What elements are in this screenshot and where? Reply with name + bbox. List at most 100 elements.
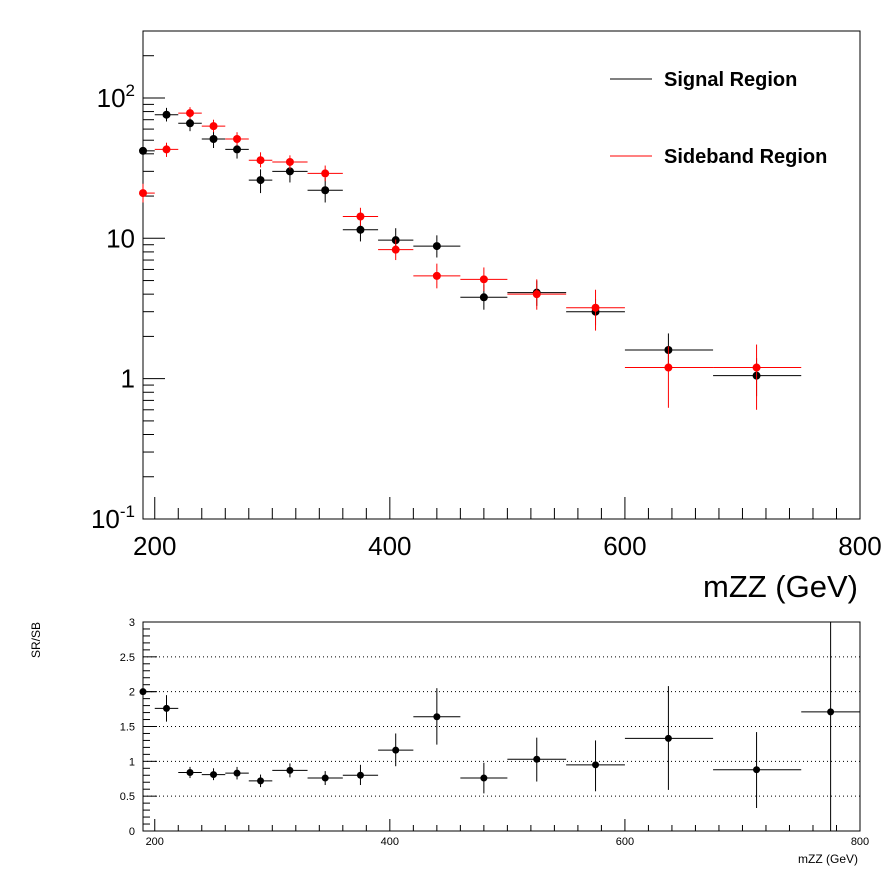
data-point <box>248 774 273 788</box>
ratio-plot-frame <box>142 621 861 832</box>
marker <box>285 157 294 166</box>
marker <box>356 771 364 779</box>
x-tick-label: 600 <box>616 836 634 848</box>
marker <box>162 110 171 119</box>
y-tick-label-base: 10 <box>91 504 120 534</box>
x-tick-label: 400 <box>381 836 399 848</box>
marker <box>752 363 761 372</box>
data-point <box>460 267 508 292</box>
marker <box>256 156 265 165</box>
marker <box>233 135 242 144</box>
marker <box>432 271 441 280</box>
data-point <box>624 333 714 368</box>
legend: Signal Region Sideband Region <box>610 69 827 168</box>
marker <box>356 212 365 221</box>
data-point <box>139 183 155 203</box>
y-tick-label: 1 <box>129 756 135 768</box>
x-tick-label: 800 <box>838 531 881 561</box>
x-tick-label: 800 <box>851 836 869 848</box>
y-tick-label: 2.5 <box>120 652 135 664</box>
data-point <box>154 695 179 722</box>
marker <box>285 167 294 176</box>
data-point <box>178 107 202 119</box>
marker <box>139 146 147 155</box>
legend-sideband-label: Sideband Region <box>664 146 827 168</box>
data-point <box>378 733 414 767</box>
marker <box>321 169 330 178</box>
data-point <box>154 142 179 157</box>
y-tick-label-exponent: -1 <box>120 502 135 521</box>
marker <box>592 761 600 769</box>
data-point <box>225 766 249 780</box>
marker <box>432 242 441 251</box>
data-point <box>139 674 155 708</box>
legend-entry-signal: Signal Region <box>610 69 797 91</box>
marker <box>257 777 265 785</box>
ratio-y-axis: 0 0.5 1 1.5 2 2.5 3 <box>120 617 157 838</box>
marker <box>139 688 147 696</box>
data-point <box>624 346 714 408</box>
marker <box>433 713 441 721</box>
data-point <box>272 763 308 778</box>
y-tick-label: 10-1 <box>91 502 135 534</box>
marker <box>479 275 488 284</box>
ratio-plot-panel: 0 0.5 1 1.5 2 2.5 3 200 400 600 800 mZZ (GeV) SR/… <box>29 617 869 866</box>
data-point <box>201 768 226 781</box>
data-point <box>713 732 802 809</box>
marker <box>321 774 329 782</box>
ratio-grid <box>143 656 860 797</box>
y-tick-label-base: 10 <box>97 83 126 113</box>
ratio-y-axis-label: SR/SB <box>29 622 43 658</box>
data-point <box>201 131 226 149</box>
data-point <box>566 740 625 792</box>
y-tick-label: 1 <box>121 364 135 394</box>
data-point <box>342 207 379 226</box>
data-point <box>154 107 179 122</box>
data-point <box>307 771 343 786</box>
marker <box>139 189 147 198</box>
main-plot-series <box>139 107 802 410</box>
marker <box>591 303 600 312</box>
series-ratio <box>139 622 860 831</box>
y-tick-label: 102 <box>97 81 135 113</box>
marker <box>286 766 294 774</box>
main-x-axis-label: mZZ (GeV) <box>703 569 858 604</box>
y-tick-label: 0.5 <box>120 791 135 803</box>
data-point <box>342 764 379 786</box>
data-point <box>624 686 714 790</box>
data-point <box>507 279 567 310</box>
marker <box>391 245 400 254</box>
y-tick-label: 3 <box>129 617 135 629</box>
marker <box>163 704 171 712</box>
x-tick-label: 200 <box>133 531 176 561</box>
y-tick-label-base: 10 <box>106 223 135 253</box>
ratio-x-axis: 200 400 600 800 <box>146 819 869 848</box>
marker <box>209 122 218 131</box>
data-point <box>378 239 414 261</box>
marker <box>827 708 835 716</box>
data-point <box>307 177 343 203</box>
data-point <box>201 119 226 133</box>
data-point <box>713 344 802 410</box>
y-tick-label-base: 1 <box>121 364 135 394</box>
marker <box>186 119 195 128</box>
data-point <box>139 141 155 161</box>
x-tick-label: 200 <box>146 836 164 848</box>
legend-signal-label: Signal Region <box>664 69 797 91</box>
ratio-plot-series <box>139 622 860 831</box>
data-point <box>413 688 461 745</box>
main-x-axis: 200 400 600 800 <box>133 497 882 561</box>
data-point <box>272 155 308 170</box>
marker <box>532 290 541 299</box>
marker <box>186 109 195 118</box>
marker <box>233 145 242 154</box>
data-point <box>507 737 567 782</box>
marker <box>664 363 673 372</box>
data-point <box>225 132 249 146</box>
marker <box>356 225 365 234</box>
data-point <box>178 766 202 779</box>
data-point <box>566 289 625 331</box>
marker <box>209 135 218 144</box>
marker <box>186 768 194 776</box>
